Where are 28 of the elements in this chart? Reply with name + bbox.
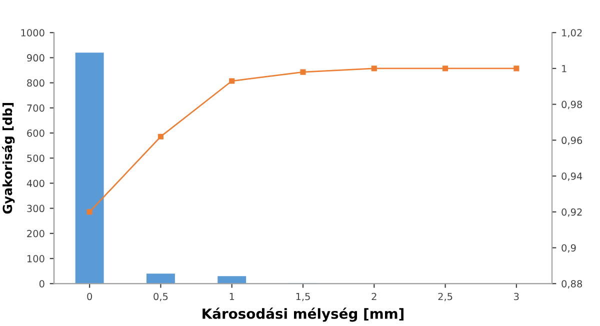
y-axis-title: Gyakoriság [db] — [2, 103, 15, 214]
y-tick-label: 500 — [27, 154, 44, 162]
y2-tick-label: 0,96 — [562, 136, 582, 146]
x-axis-title: Károsodási mélység [mm] — [202, 308, 404, 322]
y2-tick-label: 0,98 — [562, 100, 582, 110]
x-tick-label: 3 — [514, 292, 519, 300]
x-tick-label: 2 — [372, 292, 376, 300]
x-tick-label: 2,5 — [438, 292, 452, 302]
x-tick-label: 0 — [87, 292, 92, 300]
y-tick-label: 1000 — [21, 29, 44, 36]
x-tick-label: 1,5 — [296, 292, 310, 302]
y2-tick-label: 0,9 — [562, 244, 576, 253]
y-tick-label: 600 — [27, 129, 44, 137]
y-tick-label: 0 — [39, 280, 44, 288]
y2-tick-label: 1 — [562, 65, 566, 72]
y-tick-label: 700 — [27, 104, 44, 112]
y2-tick-label: 0,94 — [562, 172, 582, 181]
x-tick-label: 0,5 — [154, 292, 168, 302]
y-tick-label: 900 — [27, 54, 44, 62]
y2-tick-label: 1,02 — [562, 29, 582, 38]
y-tick-label: 800 — [27, 79, 44, 87]
y-tick-label: 100 — [27, 254, 44, 262]
y2-tick-label: 0,92 — [562, 208, 582, 217]
y-tick-label: 200 — [27, 230, 44, 238]
y-tick-label: 300 — [27, 204, 44, 212]
x-tick-label: 1 — [230, 292, 234, 300]
y-tick-label: 400 — [26, 180, 44, 188]
y2-tick-label: 0,88 — [562, 280, 582, 288]
